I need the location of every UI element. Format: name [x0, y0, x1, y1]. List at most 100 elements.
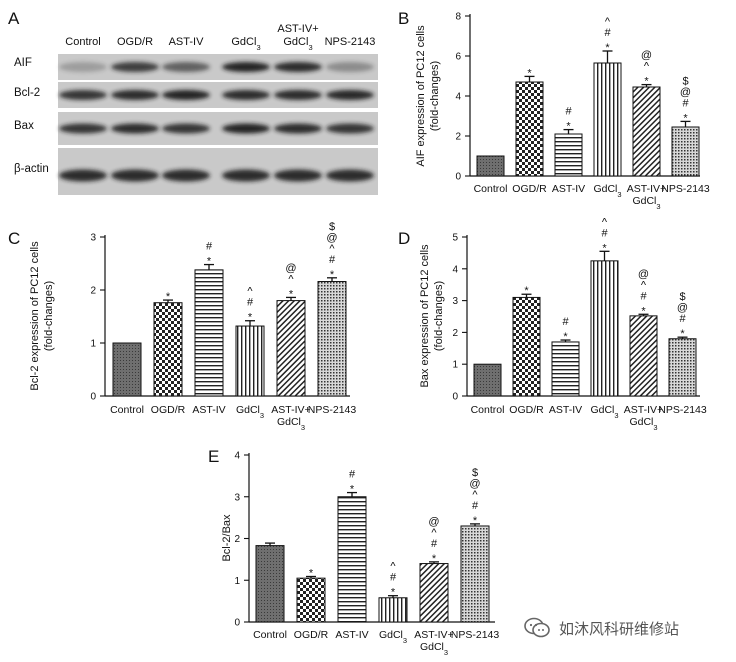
bar-e-ast-iv-gdcl3 — [419, 563, 449, 623]
sig-marker-d-gdcl3-hash: # — [601, 227, 608, 239]
bar-d-ast-iv-gdcl3 — [629, 315, 658, 397]
sig-marker-c-nps-2143-star: * — [330, 269, 335, 281]
y-tick-label-c-2: 2 — [90, 286, 96, 297]
bar-e-ogd-r — [296, 577, 326, 623]
x-tick-label-d-ast-iv-gdcl3-line1: AST-IV+ — [624, 404, 663, 416]
blot-band-bcl-2-control — [59, 90, 107, 100]
bar-b-nps-2143 — [671, 126, 700, 177]
blot-band-bax-gdcl3 — [222, 123, 270, 134]
x-tick-label-d-gdcl3: GdCl3 — [590, 404, 618, 420]
blot-band-bax-ogd-r — [111, 123, 159, 134]
sig-marker-e-ast-iv-gdcl3-caret: ^ — [431, 527, 437, 539]
sig-marker-b-ast-iv-gdcl3-caret: ^ — [644, 61, 650, 73]
y-tick-label-e-0: 0 — [234, 618, 240, 629]
y-tick-label-d-3: 3 — [452, 296, 458, 307]
sig-marker-b-gdcl3-caret: ^ — [605, 16, 611, 28]
sig-marker-e-nps-2143-caret: ^ — [472, 489, 478, 501]
x-tick-label-b-gdcl3: GdCl3 — [593, 183, 621, 199]
sig-marker-e-ast-iv-gdcl3-hash: # — [431, 538, 438, 550]
blot-band-bax-ast-iv — [162, 123, 210, 134]
x-tick-label-c-nps-2143: NPS-2143 — [308, 404, 357, 416]
sig-marker-b-gdcl3-star: * — [605, 42, 610, 54]
bar-d-nps-2143 — [668, 338, 697, 397]
x-tick-label-c-ogd-r: OGD/R — [151, 404, 186, 416]
blot-band-actin-gdcl3 — [222, 169, 270, 182]
bar-d-control — [473, 363, 502, 397]
bar-b-control — [476, 155, 505, 177]
bar-e-nps-2143 — [460, 525, 490, 623]
panel-letter-b: B — [398, 9, 409, 28]
blot-column-nps-2143: NPS-2143 — [325, 36, 376, 48]
sig-marker-e-gdcl3-star: * — [391, 587, 396, 599]
y-tick-label-e-2: 2 — [234, 534, 240, 545]
sig-marker-d-nps-2143-dollar: $ — [679, 291, 685, 303]
blot-row-actin-label: β-actin — [14, 163, 49, 175]
sig-marker-e-ast-iv-gdcl3-at: @ — [428, 516, 439, 528]
blot-column-ast-iv-gdcl3-line2: GdCl3 — [283, 36, 312, 52]
sig-marker-e-gdcl3-hash: # — [390, 572, 397, 584]
blot-band-aif-control — [59, 62, 107, 72]
chart-panel-e: EBcl-2/Bax01234Control*OGD/R*#AST-IV*#^G… — [208, 447, 499, 657]
blot-band-bax-ast-iv-gdcl3 — [274, 123, 322, 134]
x-tick-label-d-ast-iv: AST-IV — [549, 404, 582, 416]
blot-band-bcl-2-ast-iv — [162, 90, 210, 100]
x-tick-label-e-gdcl3: GdCl3 — [379, 629, 407, 645]
blot-band-aif-ogd-r — [111, 62, 159, 72]
y-tick-label-e-3: 3 — [234, 492, 240, 503]
y-tick-label-c-0: 0 — [90, 392, 96, 403]
blot-bands — [58, 54, 378, 195]
sig-marker-d-ast-iv-hash: # — [562, 316, 569, 328]
chart-panel-b: B AIF expression of PC12 cells (fold-chang… — [398, 9, 710, 211]
sig-marker-c-gdcl3-hash: # — [247, 297, 254, 309]
blot-column-ast-iv: AST-IV — [169, 36, 205, 48]
sig-marker-c-nps-2143-at: @ — [326, 232, 337, 244]
y-tick-label-b-6: 6 — [455, 52, 461, 63]
x-tick-label-c-gdcl3: GdCl3 — [236, 404, 264, 420]
x-tick-label-d-ast-iv-gdcl3-line2: GdCl3 — [629, 416, 657, 432]
x-tick-label-b-ast-iv: AST-IV — [552, 183, 585, 195]
sig-marker-b-ast-iv-gdcl3-star: * — [644, 76, 649, 88]
blot-row-aif-label: AIF — [14, 57, 32, 69]
blot-row-labels: AIF Bcl-2 Bax β-actin — [14, 57, 49, 175]
y-tick-label-c-3: 3 — [90, 233, 96, 244]
blot-band-bcl-2-nps-2143 — [326, 90, 374, 100]
x-tick-label-e-ogd-r: OGD/R — [294, 629, 329, 641]
x-tick-label-e-ast-iv-gdcl3-line1: AST-IV+ — [414, 629, 453, 641]
chat-bubbles-icon — [524, 617, 550, 638]
x-tick-label-c-ast-iv: AST-IV — [192, 404, 225, 416]
bar-b-ast-iv-gdcl3 — [632, 86, 661, 177]
sig-marker-c-ast-iv-star: * — [207, 256, 212, 268]
blot-strip-actin — [58, 148, 378, 195]
x-tick-label-e-control: Control — [253, 629, 287, 641]
y-tick-label-d-2: 2 — [452, 328, 458, 339]
sig-marker-c-nps-2143-hash: # — [329, 254, 336, 266]
x-tick-label-c-control: Control — [110, 404, 144, 416]
bar-b-ast-iv — [554, 133, 583, 177]
blot-band-aif-ast-iv-gdcl3 — [274, 62, 322, 72]
y-tick-label-c-1: 1 — [90, 339, 96, 350]
x-tick-label-d-ogd-r: OGD/R — [509, 404, 544, 416]
x-tick-label-b-ast-iv-gdcl3-line1: AST-IV+ — [627, 183, 666, 195]
blot-band-bcl-2-ogd-r — [111, 90, 159, 100]
blot-band-actin-control — [59, 169, 107, 182]
sig-marker-b-gdcl3-hash: # — [604, 27, 611, 39]
panel-letter-c: C — [8, 229, 20, 248]
y-tick-label-e-4: 4 — [234, 451, 240, 462]
sig-marker-c-nps-2143-dollar: $ — [329, 221, 335, 233]
x-tick-label-b-ast-iv-gdcl3-line2: GdCl3 — [632, 195, 660, 211]
sig-marker-b-nps-2143-star: * — [683, 112, 688, 124]
sig-marker-d-ogd-r-star: * — [524, 285, 529, 297]
blot-band-actin-ast-iv — [162, 169, 210, 182]
blot-band-actin-ast-iv-gdcl3 — [274, 169, 322, 182]
sig-marker-e-nps-2143-star: * — [473, 515, 478, 527]
sig-marker-e-nps-2143-at: @ — [469, 478, 480, 490]
sig-marker-e-ast-iv-hash: # — [349, 469, 356, 481]
blot-band-aif-gdcl3 — [222, 62, 270, 72]
bar-e-gdcl3 — [378, 597, 408, 623]
x-tick-label-e-nps-2143: NPS-2143 — [451, 629, 500, 641]
x-tick-label-e-ast-iv: AST-IV — [335, 629, 368, 641]
sig-marker-b-ast-iv-hash: # — [565, 106, 572, 118]
